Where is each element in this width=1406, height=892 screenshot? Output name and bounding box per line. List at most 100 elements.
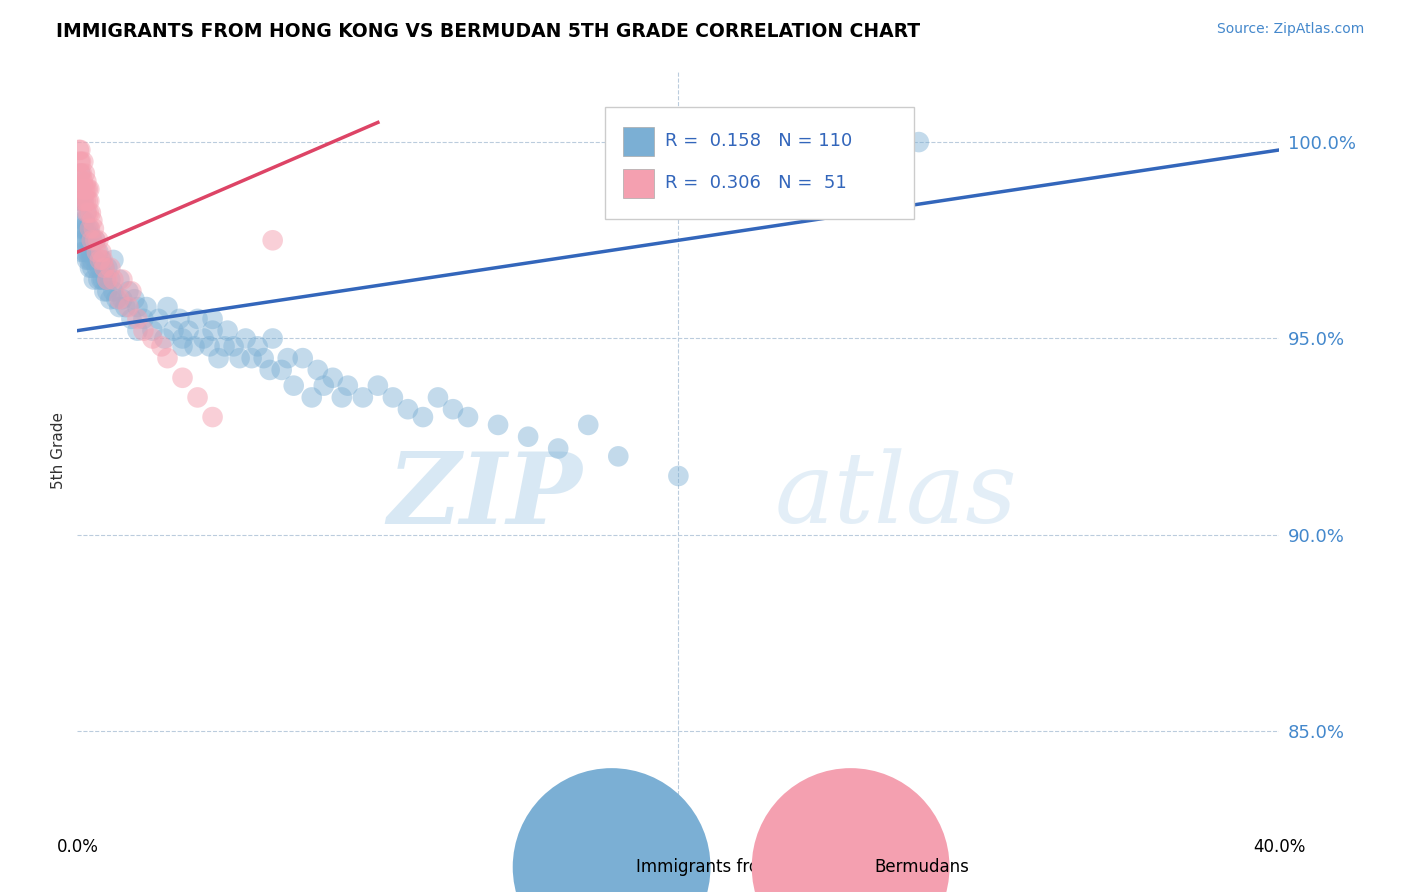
- Point: [87, 245, 110, 260]
- Point: [270, 363, 292, 377]
- Point: [412, 410, 434, 425]
- Point: [576, 417, 599, 432]
- Point: [69, 154, 91, 169]
- Point: [93, 285, 115, 299]
- Text: Source: ZipAtlas.com: Source: ZipAtlas.com: [1216, 22, 1364, 37]
- Point: [367, 378, 389, 392]
- Point: [277, 351, 299, 366]
- Point: [262, 233, 284, 247]
- Point: [668, 469, 690, 483]
- Point: [150, 339, 173, 353]
- Point: [253, 351, 276, 366]
- Point: [72, 194, 94, 208]
- Point: [103, 285, 125, 299]
- Point: [132, 324, 155, 338]
- Point: [117, 285, 139, 299]
- Point: [77, 206, 100, 220]
- Point: [120, 311, 142, 326]
- Point: [120, 285, 142, 299]
- Text: atlas: atlas: [775, 449, 1018, 543]
- Point: [396, 402, 419, 417]
- Point: [96, 272, 118, 286]
- Point: [79, 194, 101, 208]
- Point: [91, 252, 114, 267]
- Point: [90, 272, 112, 286]
- Point: [441, 402, 464, 417]
- Point: [73, 194, 96, 208]
- Point: [100, 292, 122, 306]
- Point: [111, 272, 134, 286]
- Text: ZIP: ZIP: [387, 448, 582, 544]
- Point: [76, 245, 98, 260]
- Point: [100, 260, 122, 275]
- Point: [72, 182, 94, 196]
- Point: [312, 378, 335, 392]
- Point: [330, 391, 353, 405]
- Point: [201, 311, 224, 326]
- Point: [352, 391, 374, 405]
- Point: [73, 213, 96, 227]
- Point: [457, 410, 479, 425]
- Point: [103, 252, 125, 267]
- Point: [517, 430, 540, 444]
- Point: [127, 300, 149, 314]
- Point: [135, 300, 157, 314]
- Point: [96, 285, 118, 299]
- Point: [124, 292, 146, 306]
- Point: [86, 260, 108, 275]
- Point: [79, 260, 101, 275]
- Point: [80, 206, 103, 220]
- Point: [148, 311, 170, 326]
- Point: [86, 245, 108, 260]
- Point: [75, 221, 97, 235]
- Point: [117, 300, 139, 314]
- Point: [183, 339, 205, 353]
- Point: [108, 292, 131, 306]
- Point: [77, 233, 100, 247]
- Text: R =  0.306   N =  51: R = 0.306 N = 51: [665, 174, 846, 192]
- Point: [75, 233, 97, 247]
- Point: [80, 252, 103, 267]
- Point: [69, 167, 91, 181]
- Point: [93, 260, 115, 275]
- Point: [108, 300, 131, 314]
- Point: [70, 167, 93, 181]
- Point: [301, 391, 323, 405]
- Point: [100, 272, 122, 286]
- Point: [79, 221, 101, 235]
- Point: [127, 324, 149, 338]
- Point: [70, 245, 93, 260]
- Point: [172, 331, 194, 345]
- Point: [93, 260, 115, 275]
- Point: [127, 311, 149, 326]
- Point: [307, 363, 329, 377]
- Point: [162, 324, 184, 338]
- Point: [80, 229, 103, 244]
- Point: [240, 351, 263, 366]
- Point: [96, 260, 118, 275]
- Point: [381, 391, 404, 405]
- Point: [103, 272, 125, 286]
- Point: [214, 339, 236, 353]
- Point: [336, 378, 359, 392]
- Point: [222, 339, 245, 353]
- Point: [84, 252, 107, 267]
- Point: [87, 272, 110, 286]
- Point: [246, 339, 269, 353]
- Text: R =  0.158   N = 110: R = 0.158 N = 110: [665, 132, 852, 150]
- Point: [156, 351, 179, 366]
- Point: [70, 194, 93, 208]
- Point: [427, 391, 450, 405]
- Point: [228, 351, 250, 366]
- Point: [235, 331, 257, 345]
- Point: [67, 194, 90, 208]
- Point: [259, 363, 281, 377]
- Point: [79, 252, 101, 267]
- Point: [75, 174, 97, 188]
- Point: [141, 331, 163, 345]
- Point: [70, 182, 93, 196]
- Point: [177, 324, 200, 338]
- Point: [186, 311, 209, 326]
- Point: [76, 221, 98, 235]
- Point: [72, 213, 94, 227]
